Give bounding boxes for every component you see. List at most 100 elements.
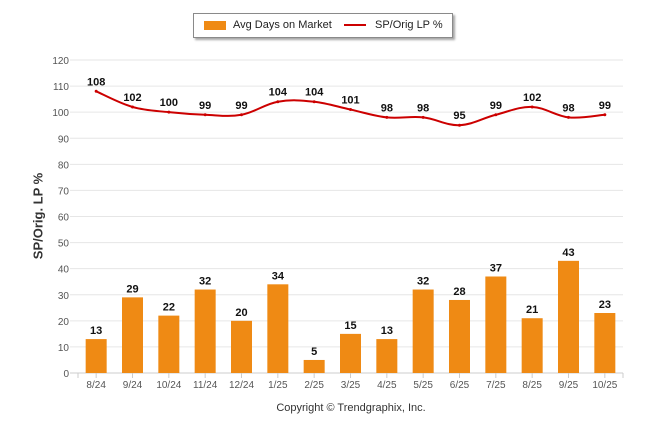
line-point bbox=[567, 115, 570, 119]
y-tick-label: 30 bbox=[58, 291, 70, 302]
bar-value-label: 15 bbox=[344, 320, 356, 332]
legend-item-line[interactable]: SP/Orig LP % bbox=[344, 19, 443, 31]
bar bbox=[594, 313, 616, 373]
bar-value-label: 13 bbox=[90, 325, 102, 337]
line-point bbox=[167, 110, 171, 114]
legend-label-bar: Avg Days on Market bbox=[233, 19, 332, 31]
bar-value-label: 21 bbox=[526, 304, 538, 316]
line-point bbox=[603, 113, 607, 117]
line-value-label: 99 bbox=[235, 100, 247, 112]
bar-value-label: 13 bbox=[381, 325, 393, 337]
bar-value-label: 32 bbox=[199, 276, 211, 288]
line-value-label: 99 bbox=[199, 100, 211, 112]
bar bbox=[558, 260, 579, 373]
legend-line-swatch-icon bbox=[344, 24, 366, 26]
x-tick-label: 1/25 bbox=[268, 380, 288, 391]
y-axis-ticks: 0 10 20 30 40 50 60 70 80 90 100 110 120 bbox=[52, 56, 69, 380]
x-tick-label: 6/25 bbox=[450, 380, 470, 391]
bar-value-label: 34 bbox=[272, 270, 285, 282]
line-point bbox=[203, 113, 207, 117]
line-data-labels: 108 102 100 99 99 104 104 101 98 98 95 99 102 98 99 bbox=[87, 76, 611, 122]
bar-value-label: 29 bbox=[126, 283, 138, 295]
y-tick-label: 110 bbox=[53, 82, 69, 93]
legend-item-bar[interactable]: Avg Days on Market bbox=[204, 19, 332, 31]
line-value-label: 102 bbox=[123, 92, 141, 104]
line-value-label: 99 bbox=[599, 100, 611, 112]
y-tick-label: 40 bbox=[58, 265, 70, 276]
bar-value-label: 43 bbox=[562, 247, 574, 259]
bar bbox=[412, 289, 434, 373]
x-tick-label: 3/25 bbox=[341, 380, 361, 391]
legend-bar-swatch-icon bbox=[204, 20, 226, 30]
line-value-label: 102 bbox=[523, 92, 541, 104]
line-point bbox=[458, 123, 461, 127]
y-tick-label: 10 bbox=[58, 343, 70, 354]
y-tick-label: 50 bbox=[58, 239, 70, 250]
line-value-label: 104 bbox=[269, 87, 288, 99]
x-tick-label: 12/24 bbox=[229, 380, 254, 391]
x-tick-label: 8/24 bbox=[86, 380, 106, 391]
line-point bbox=[385, 115, 389, 119]
y-tick-label: 60 bbox=[58, 213, 70, 224]
bar-value-label: 22 bbox=[163, 302, 175, 314]
x-tick-label: 11/24 bbox=[193, 380, 218, 391]
y-tick-label: 100 bbox=[52, 108, 69, 119]
line-series bbox=[94, 89, 607, 127]
line-value-label: 100 bbox=[160, 97, 178, 109]
legend: Avg Days on Market SP/Orig LP % bbox=[193, 13, 453, 38]
bar bbox=[267, 284, 289, 373]
bar-value-label: 20 bbox=[235, 307, 247, 319]
line-value-label: 104 bbox=[305, 87, 324, 99]
copyright-text: Copyright © Trendgraphix, Inc. bbox=[276, 402, 426, 414]
x-tick-label: 7/25 bbox=[486, 380, 506, 391]
line-value-label: 98 bbox=[381, 102, 393, 114]
y-tick-label: 0 bbox=[63, 369, 69, 380]
x-tick-label: 5/25 bbox=[413, 380, 433, 391]
x-tick-label: 9/25 bbox=[559, 380, 579, 391]
y-tick-label: 70 bbox=[58, 186, 70, 197]
x-tick-label: 8/25 bbox=[522, 380, 542, 391]
line-point bbox=[131, 105, 134, 109]
bar-data-labels: 13 29 22 32 20 34 5 15 13 32 28 37 21 43 23 bbox=[90, 247, 611, 358]
line-point bbox=[421, 115, 425, 119]
line-point bbox=[240, 113, 243, 117]
bar bbox=[376, 339, 398, 373]
legend-label-line: SP/Orig LP % bbox=[375, 19, 443, 31]
bar bbox=[340, 333, 361, 373]
bar-value-label: 37 bbox=[490, 262, 502, 274]
bar bbox=[158, 315, 180, 373]
x-tick-label: 2/25 bbox=[304, 380, 324, 391]
x-tick-label: 4/25 bbox=[377, 380, 397, 391]
bar bbox=[303, 359, 325, 373]
y-tick-label: 120 bbox=[52, 56, 69, 67]
bar bbox=[231, 320, 252, 373]
line-value-label: 108 bbox=[87, 76, 105, 88]
x-axis: 8/24 9/24 10/24 11/24 12/24 1/25 2/25 3/25 4/25 5… bbox=[77, 373, 624, 391]
line-point bbox=[349, 108, 352, 112]
bar bbox=[485, 276, 507, 373]
y-tick-label: 80 bbox=[58, 160, 70, 171]
line-value-label: 98 bbox=[417, 102, 429, 114]
x-tick-label: 10/25 bbox=[592, 380, 617, 391]
line-point bbox=[312, 100, 316, 104]
bar bbox=[122, 297, 143, 373]
line-point bbox=[276, 100, 280, 104]
y-axis-title: SP/Orig. LP % bbox=[30, 172, 46, 260]
bar-series bbox=[85, 260, 616, 373]
line-point bbox=[530, 105, 534, 109]
line-value-label: 98 bbox=[562, 102, 574, 114]
x-tick-label: 10/24 bbox=[156, 380, 181, 391]
x-tick-label: 9/24 bbox=[123, 380, 143, 391]
line-value-label: 95 bbox=[453, 110, 465, 122]
line-value-label: 99 bbox=[490, 100, 502, 112]
bar-value-label: 28 bbox=[453, 286, 465, 298]
bar-value-label: 23 bbox=[599, 299, 611, 311]
bar-value-label: 5 bbox=[311, 346, 317, 358]
y-tick-label: 90 bbox=[58, 134, 70, 145]
bar bbox=[521, 318, 543, 373]
bar bbox=[85, 339, 107, 373]
bar bbox=[194, 289, 216, 373]
bar bbox=[449, 299, 470, 373]
y-tick-label: 20 bbox=[58, 317, 70, 328]
